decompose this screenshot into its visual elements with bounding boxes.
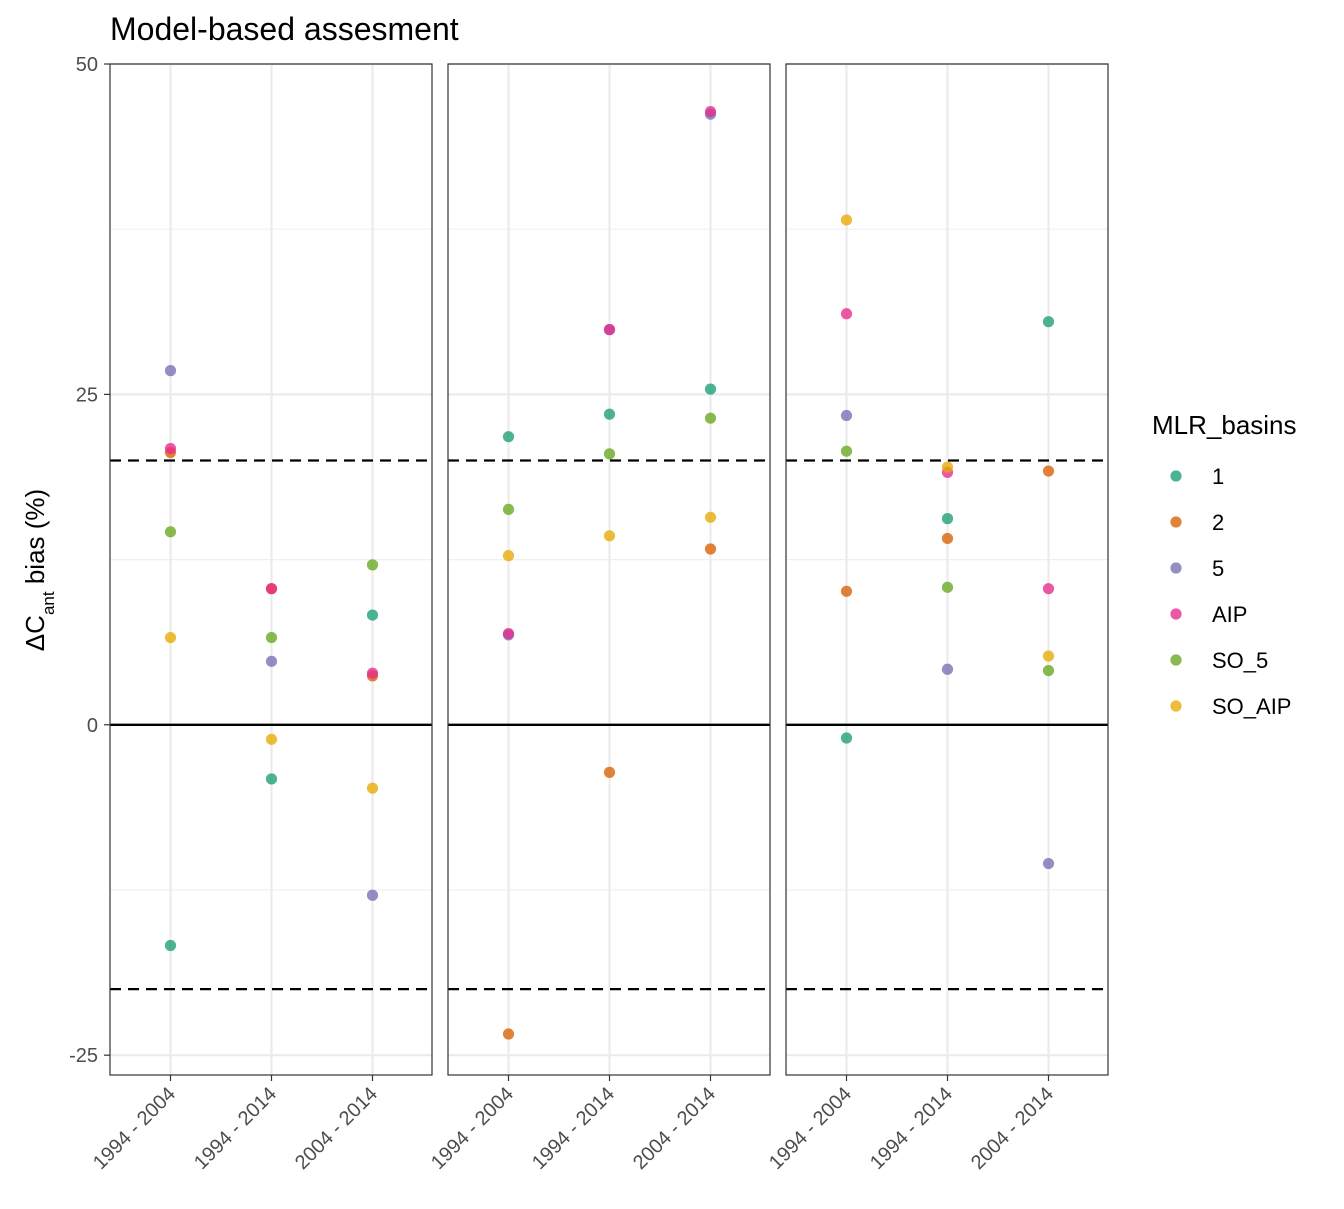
point-so-aip bbox=[704, 511, 717, 523]
point-2 bbox=[603, 766, 616, 778]
point-so-aip bbox=[502, 550, 515, 562]
legend-label-so-aip: SO_AIP bbox=[1212, 694, 1291, 719]
point-1 bbox=[840, 732, 853, 744]
x-tick-label: 1994 - 2004 bbox=[89, 1083, 180, 1174]
legend: MLR_basins 1 2 5 AIP SO_5 SO_AIP bbox=[1152, 410, 1297, 719]
legend-key-so-5 bbox=[1170, 654, 1182, 666]
point-so-5 bbox=[502, 503, 515, 515]
point-so-5 bbox=[1042, 665, 1055, 677]
point-5 bbox=[366, 889, 379, 901]
point-5 bbox=[265, 655, 278, 667]
x-tick-label: 1994 - 2014 bbox=[866, 1083, 957, 1174]
point-so-aip bbox=[1042, 650, 1055, 662]
point-aip bbox=[366, 667, 379, 679]
point-so-5 bbox=[265, 631, 278, 644]
point-aip bbox=[164, 442, 177, 455]
legend-key-aip bbox=[1170, 608, 1182, 620]
panel-3: 1994 - 2004 1994 - 2014 2004 - 2014 bbox=[765, 62, 1109, 1174]
point-5 bbox=[164, 365, 177, 377]
legend-label-so-5: SO_5 bbox=[1212, 648, 1268, 673]
point-so-5 bbox=[704, 412, 717, 424]
point-so-aip bbox=[603, 530, 616, 542]
chart-title: Model-based assesment bbox=[110, 11, 459, 47]
point-so-aip bbox=[366, 782, 379, 794]
point-aip bbox=[1042, 583, 1055, 595]
legend-key-2 bbox=[1170, 516, 1182, 528]
point-1 bbox=[366, 609, 379, 621]
legend-label-1: 1 bbox=[1212, 464, 1224, 489]
legend-key-1 bbox=[1170, 470, 1182, 482]
point-5 bbox=[1042, 857, 1055, 870]
point-1 bbox=[164, 939, 177, 952]
point-aip bbox=[265, 583, 278, 595]
y-axis-title-rest: bias (%) bbox=[20, 489, 50, 592]
x-tick-label: 1994 - 2004 bbox=[765, 1083, 856, 1174]
y-axis-title: ΔCant bias (%) bbox=[20, 489, 58, 651]
y-tick-label: -25 bbox=[69, 1045, 98, 1067]
point-2 bbox=[502, 1028, 515, 1040]
point-so-aip bbox=[941, 461, 954, 473]
point-aip bbox=[502, 627, 515, 640]
x-tick-label: 1994 - 2014 bbox=[190, 1083, 281, 1174]
point-so-5 bbox=[366, 559, 379, 571]
point-5 bbox=[941, 663, 954, 675]
point-2 bbox=[1042, 465, 1055, 477]
panels: 1994 - 2004 1994 - 2014 2004 - 2014 1994 - … bbox=[89, 62, 1109, 1174]
panel-2: 1994 - 2004 1994 - 2014 2004 - 2014 bbox=[427, 62, 771, 1174]
legend-label-5: 5 bbox=[1212, 556, 1224, 581]
point-2 bbox=[840, 585, 853, 597]
panel-1: 1994 - 2004 1994 - 2014 2004 - 2014 bbox=[89, 62, 433, 1174]
point-so-5 bbox=[603, 448, 616, 460]
point-aip bbox=[704, 105, 717, 118]
point-aip bbox=[603, 324, 616, 336]
point-1 bbox=[603, 408, 616, 420]
point-so-aip bbox=[840, 214, 853, 226]
point-so-5 bbox=[840, 445, 853, 457]
y-tick-label: 0 bbox=[87, 715, 98, 737]
point-1 bbox=[1042, 316, 1055, 328]
point-so-aip bbox=[164, 631, 177, 644]
point-1 bbox=[704, 383, 717, 395]
legend-key-so-aip bbox=[1170, 700, 1182, 712]
y-axis: -25 0 25 50 bbox=[69, 54, 110, 1067]
x-tick-label: 2004 - 2014 bbox=[629, 1083, 720, 1174]
legend-title: MLR_basins bbox=[1152, 410, 1297, 440]
point-5 bbox=[840, 409, 853, 422]
point-so-5 bbox=[941, 581, 954, 593]
point-so-5 bbox=[164, 526, 177, 538]
x-tick-label: 1994 - 2014 bbox=[528, 1083, 619, 1174]
point-1 bbox=[502, 431, 515, 443]
y-axis-title-sub: ant bbox=[39, 591, 58, 615]
legend-key-5 bbox=[1170, 562, 1182, 574]
point-aip bbox=[840, 308, 853, 320]
y-tick-label: 50 bbox=[76, 54, 98, 76]
point-so-aip bbox=[265, 733, 278, 745]
point-1 bbox=[941, 513, 954, 525]
legend-label-aip: AIP bbox=[1212, 602, 1247, 627]
x-tick-label: 2004 - 2014 bbox=[967, 1083, 1058, 1174]
x-tick-label: 1994 - 2004 bbox=[427, 1083, 518, 1174]
point-1 bbox=[265, 773, 278, 785]
point-2 bbox=[941, 532, 954, 545]
y-axis-title-main: ΔC bbox=[20, 615, 50, 651]
y-tick-label: 25 bbox=[76, 384, 98, 406]
legend-label-2: 2 bbox=[1212, 510, 1224, 535]
point-2 bbox=[704, 543, 717, 555]
x-tick-label: 2004 - 2014 bbox=[291, 1083, 382, 1174]
